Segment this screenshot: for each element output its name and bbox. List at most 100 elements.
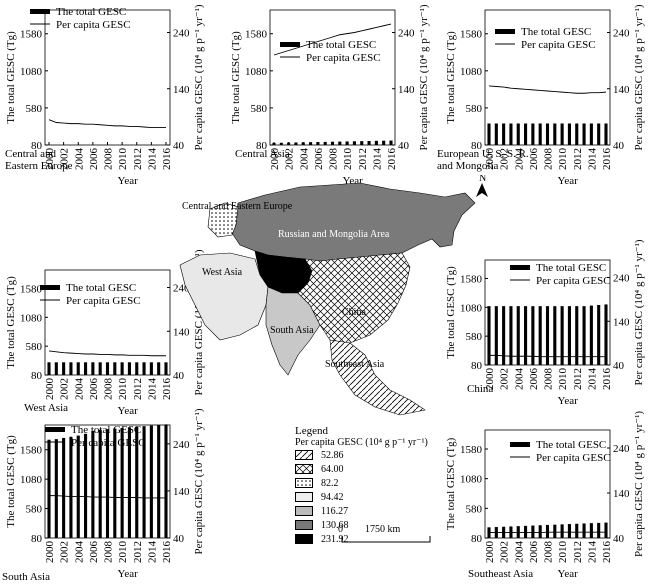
bar-total — [487, 123, 490, 145]
tick-label-x: 2002 — [59, 541, 71, 563]
legend-total-swatch — [30, 9, 50, 14]
tick-label-right: 240 — [613, 273, 630, 285]
tick-label-x: 2008 — [103, 148, 115, 171]
tick-label-right: 40 — [173, 533, 185, 545]
legend-percap-label: Per capita GESC — [66, 295, 141, 307]
bar-total — [55, 439, 58, 538]
legend-item: 94.42 — [295, 490, 455, 504]
tick-label-x: 2012 — [132, 541, 144, 563]
legend-label: 130.68 — [321, 520, 349, 531]
tick-label-right: 140 — [173, 84, 190, 96]
bar-total — [157, 362, 160, 375]
legend-label: 94.42 — [321, 492, 344, 503]
legend-total-swatch — [510, 442, 530, 447]
legend-subtitle: Per capita GESC (10⁴ g p⁻¹ yr⁻¹) — [295, 437, 455, 448]
legend-swatch — [295, 520, 313, 530]
tick-label-left: 1080 — [20, 312, 43, 324]
tick-label-right: 40 — [613, 533, 625, 545]
north-arrow-icon — [476, 183, 488, 197]
bar-total — [69, 437, 72, 538]
tick-label-x: 2008 — [328, 148, 340, 171]
bar-total — [561, 306, 564, 365]
bar-total — [568, 306, 571, 365]
legend-swatch — [295, 450, 313, 460]
tick-label-x: 2004 — [298, 148, 310, 171]
bar-total — [524, 526, 527, 538]
bar-total — [353, 141, 356, 145]
tick-label-x: 2008 — [543, 541, 555, 564]
map-label-cee: Central and Eastern Europe — [182, 201, 293, 212]
y-axis-label-right: Per capita GESC (10⁴ g p⁻¹ yr⁻¹) — [193, 4, 205, 150]
bar-total — [604, 304, 607, 365]
x-axis-label: Year — [118, 175, 139, 187]
tick-label-x: 2002 — [499, 541, 511, 563]
legend-label: 116.27 — [321, 506, 348, 517]
tick-label-left: 1580 — [460, 29, 483, 41]
tick-label-right: 240 — [398, 28, 415, 40]
asia-map: Central and Eastern Europe Russian and M… — [170, 175, 500, 425]
bar-total — [531, 123, 534, 145]
tick-label-x: 2006 — [528, 541, 540, 564]
bar-total — [568, 524, 571, 538]
caption-eu-ussr: European U. S. S. R. and Mongolia — [437, 148, 529, 172]
bar-total — [583, 306, 586, 365]
caption-eu-ussr-line2: and Mongolia — [437, 160, 529, 172]
legend-swatch — [295, 478, 313, 488]
legend-percap-label: Per capita GESC — [521, 39, 596, 51]
caption-southeast-asia: Southeast Asia — [468, 568, 533, 580]
tick-label-right: 240 — [173, 28, 190, 40]
tick-label-x: 2010 — [557, 541, 569, 564]
map-legend: Legend Per capita GESC (10⁴ g p⁻¹ yr⁻¹) … — [295, 425, 455, 546]
legend-item: 231.92 — [295, 532, 455, 546]
legend-item: 52.86 — [295, 448, 455, 462]
tick-label-left: 1580 — [460, 444, 483, 456]
line-per-capita — [49, 120, 166, 128]
bar-total — [575, 306, 578, 365]
tick-label-left: 580 — [251, 103, 268, 115]
tick-label-right: 40 — [613, 140, 625, 152]
tick-label-x: 2010 — [557, 368, 569, 391]
y-axis-label-right: Per capita GESC (10⁴ g p⁻¹ yr⁻¹) — [633, 4, 645, 150]
tick-label-x: 2008 — [543, 148, 555, 171]
legend-total-label: The total GESC — [521, 26, 591, 38]
map-label-south-asia: South Asia — [270, 325, 314, 336]
bar-total — [568, 123, 571, 145]
tick-label-x: 2002 — [499, 368, 511, 390]
x-axis-label: Year — [558, 175, 579, 187]
legend-item: 64.00 — [295, 462, 455, 476]
tick-label-x: 2010 — [117, 148, 129, 171]
tick-label-left: 580 — [26, 341, 43, 353]
tick-label-x: 2004 — [513, 368, 525, 391]
tick-label-right: 40 — [173, 140, 185, 152]
legend-total-label: The total GESC — [66, 282, 136, 294]
bar-total — [539, 123, 542, 145]
tick-label-right: 240 — [173, 439, 190, 451]
map-southeast-asia — [330, 340, 425, 415]
bar-total — [164, 424, 167, 538]
caption-central-asia: Central Asia — [235, 148, 290, 160]
tick-label-left: 1080 — [20, 474, 43, 486]
tick-label-x: 2010 — [557, 148, 569, 171]
tick-label-right: 140 — [398, 84, 415, 96]
tick-label-right: 140 — [613, 316, 630, 328]
tick-label-left: 1080 — [460, 66, 483, 78]
tick-label-x: 2008 — [543, 368, 555, 391]
tick-label-left: 580 — [466, 103, 483, 115]
bar-total — [84, 362, 87, 375]
bar-total — [368, 141, 371, 145]
tick-label-x: 2002 — [59, 378, 71, 400]
bar-total — [590, 123, 593, 145]
bar-total — [280, 143, 283, 145]
tick-label-x: 2006 — [88, 541, 100, 564]
y-axis-label-left: The total GESC (Tg) — [5, 435, 17, 528]
plot-frame — [270, 10, 395, 145]
bar-total — [524, 123, 527, 145]
bar-total — [157, 425, 160, 538]
legend-label: 64.00 — [321, 464, 344, 475]
legend-total-swatch — [280, 42, 300, 47]
legend-percap-label: Per capita GESC — [56, 19, 131, 31]
caption-cee-line2: Eastern Europe — [5, 160, 73, 172]
tick-label-x: 2016 — [601, 148, 613, 171]
legend-percap-label: Per capita GESC — [71, 437, 146, 449]
